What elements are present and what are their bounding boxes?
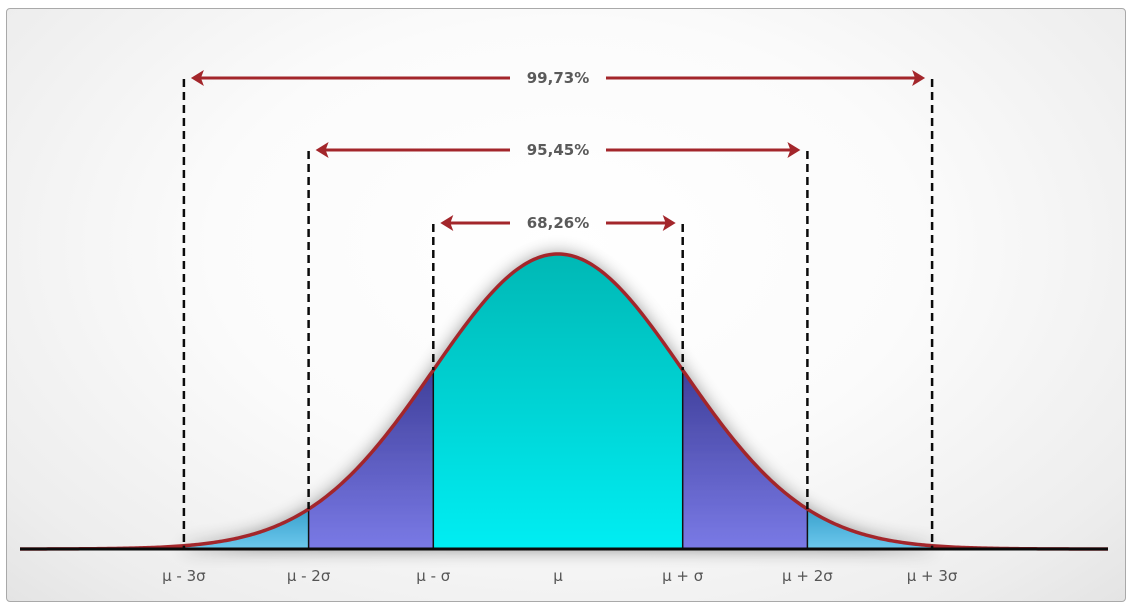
- arrowhead-left-2sigma: [315, 142, 329, 158]
- range-label-2sigma: 95,45%: [527, 141, 589, 159]
- axis-tick-label: μ - σ: [416, 567, 450, 585]
- arrowhead-right-3sigma: [912, 70, 926, 86]
- range-label-3sigma: 99,73%: [527, 69, 589, 87]
- axis-tick-label: μ - 2σ: [287, 567, 331, 585]
- axis-tick-label: μ - 3σ: [162, 567, 206, 585]
- range-label-1sigma: 68,26%: [527, 214, 589, 232]
- axis-tick-label: μ + 2σ: [782, 567, 833, 585]
- arrowhead-right-2sigma: [787, 142, 801, 158]
- area-tail-right: [807, 509, 933, 549]
- area-sigma1-center: [433, 254, 683, 549]
- arrowhead-left-1sigma: [440, 215, 454, 231]
- axis-tick-label: μ + σ: [662, 567, 704, 585]
- bell-curve: [20, 252, 1108, 551]
- arrowhead-left-3sigma: [190, 70, 204, 86]
- axis-tick-label: μ + 3σ: [907, 567, 958, 585]
- area-tail-left: [183, 509, 309, 549]
- axis-tick-label: μ: [553, 567, 563, 585]
- arrowhead-right-1sigma: [662, 215, 676, 231]
